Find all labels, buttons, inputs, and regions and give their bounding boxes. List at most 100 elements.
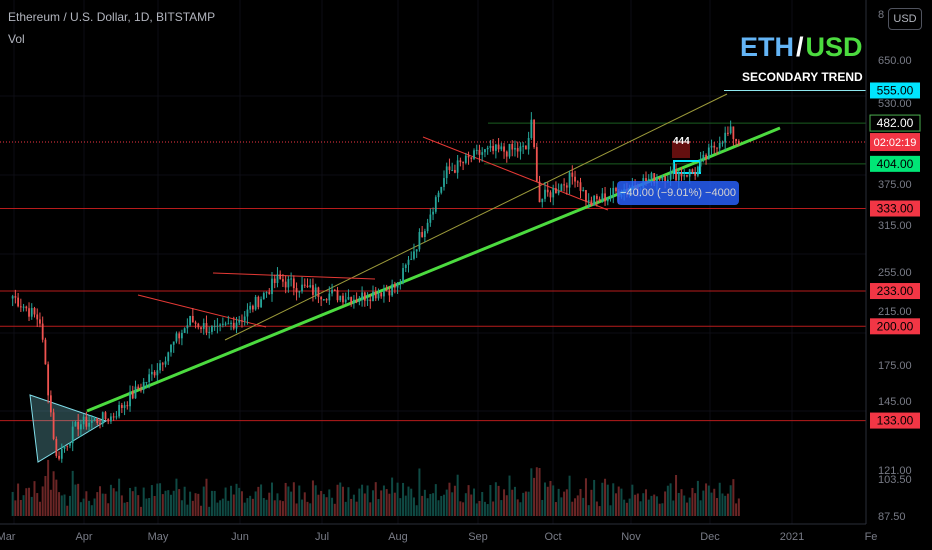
volume-bar xyxy=(180,500,183,516)
volume-bar xyxy=(361,484,364,516)
price-label-404.00: 404.00 xyxy=(877,157,914,171)
candle-body xyxy=(437,192,440,198)
candle-body xyxy=(585,190,587,202)
candle-body xyxy=(110,416,112,422)
volume-bar xyxy=(451,492,454,516)
candle-body xyxy=(434,197,437,212)
candle-body xyxy=(172,341,175,345)
candle-body xyxy=(104,412,107,420)
candle-body xyxy=(219,324,222,326)
volume-bar xyxy=(655,496,658,516)
candle-body xyxy=(546,189,549,193)
candle-body xyxy=(358,300,361,302)
candle-body xyxy=(85,416,88,427)
trend-drawings: 444 xyxy=(29,93,781,463)
volume-bar xyxy=(17,483,20,516)
volume-bar xyxy=(355,501,358,516)
volume-bar xyxy=(601,482,604,516)
volume-bar xyxy=(295,503,298,516)
candle-body xyxy=(148,374,151,383)
candle-body xyxy=(374,291,377,299)
volume-bar xyxy=(620,488,623,516)
candle-body xyxy=(200,327,202,329)
volume-bar xyxy=(628,498,631,516)
candle-body xyxy=(339,295,342,301)
candle-body xyxy=(328,293,331,301)
volume-bar xyxy=(200,505,203,516)
candle-body xyxy=(492,145,495,151)
candle-body xyxy=(535,147,538,182)
candle-body xyxy=(118,404,121,417)
candle-body xyxy=(17,297,20,307)
candle-body xyxy=(696,166,699,176)
volume-bar xyxy=(183,486,186,516)
candle-body xyxy=(601,193,604,201)
volume-bar xyxy=(251,498,254,516)
volume-bar xyxy=(606,484,609,516)
candle-body xyxy=(25,306,28,309)
volume-bar xyxy=(93,498,96,516)
volume-bar xyxy=(732,479,735,516)
candle-body xyxy=(246,309,249,317)
time-tick-label: Jul xyxy=(315,531,329,543)
candle-body xyxy=(14,296,17,298)
volume-bar xyxy=(374,482,377,516)
candle-body xyxy=(312,285,314,295)
volume-bar xyxy=(153,496,156,516)
volume-bar xyxy=(552,485,555,516)
volume-bar xyxy=(88,500,91,516)
candle-body xyxy=(301,284,303,292)
candle-body xyxy=(527,137,530,150)
candle-body xyxy=(372,291,374,302)
price-label-200.00: 200.00 xyxy=(877,319,914,333)
volume-bar xyxy=(150,485,153,516)
volume-bar xyxy=(66,505,69,516)
volume-bar xyxy=(235,483,238,516)
volume-bar xyxy=(478,500,481,516)
price-label-bg-482.00 xyxy=(869,114,921,132)
volume-bar xyxy=(320,490,323,516)
volume-bar xyxy=(243,502,246,516)
candle-body xyxy=(445,166,448,179)
candle-body xyxy=(568,172,571,188)
volume-bar xyxy=(290,491,293,516)
candle-body xyxy=(159,363,161,371)
candle-body xyxy=(707,147,710,159)
candle-body xyxy=(366,299,369,301)
candle-body xyxy=(470,157,473,159)
volume-bar xyxy=(38,501,41,516)
candle-body xyxy=(475,149,478,151)
volume-bar xyxy=(22,495,25,516)
currency-button[interactable]: USD xyxy=(888,8,922,30)
volume-bar xyxy=(85,491,88,516)
volume-bar xyxy=(309,503,312,516)
candle-body xyxy=(647,178,650,182)
volume-bar xyxy=(268,492,271,516)
candle-body xyxy=(284,281,287,288)
candle-body xyxy=(28,308,30,317)
volume-bar xyxy=(445,489,448,516)
volume-bar xyxy=(642,493,645,516)
volume-bar xyxy=(115,491,118,516)
candle-body xyxy=(533,119,535,148)
candle-body xyxy=(306,285,309,288)
candle-body xyxy=(298,291,301,293)
volume-bar xyxy=(341,486,344,516)
candle-body xyxy=(208,331,211,333)
candle-body xyxy=(423,231,426,238)
candle-body xyxy=(363,292,366,301)
volume-bar xyxy=(391,477,394,516)
volume-bar xyxy=(636,493,639,516)
volume-bar xyxy=(442,494,445,516)
candle-body xyxy=(115,416,118,418)
volume-bar xyxy=(437,500,440,516)
candle-body xyxy=(443,178,445,187)
candle-body xyxy=(251,305,254,310)
volume-bar xyxy=(707,485,710,516)
volume-bar xyxy=(661,503,664,516)
volume-bar xyxy=(685,502,688,516)
candle-body xyxy=(595,195,598,199)
candle-body xyxy=(514,148,516,150)
volume-bar xyxy=(666,485,669,516)
